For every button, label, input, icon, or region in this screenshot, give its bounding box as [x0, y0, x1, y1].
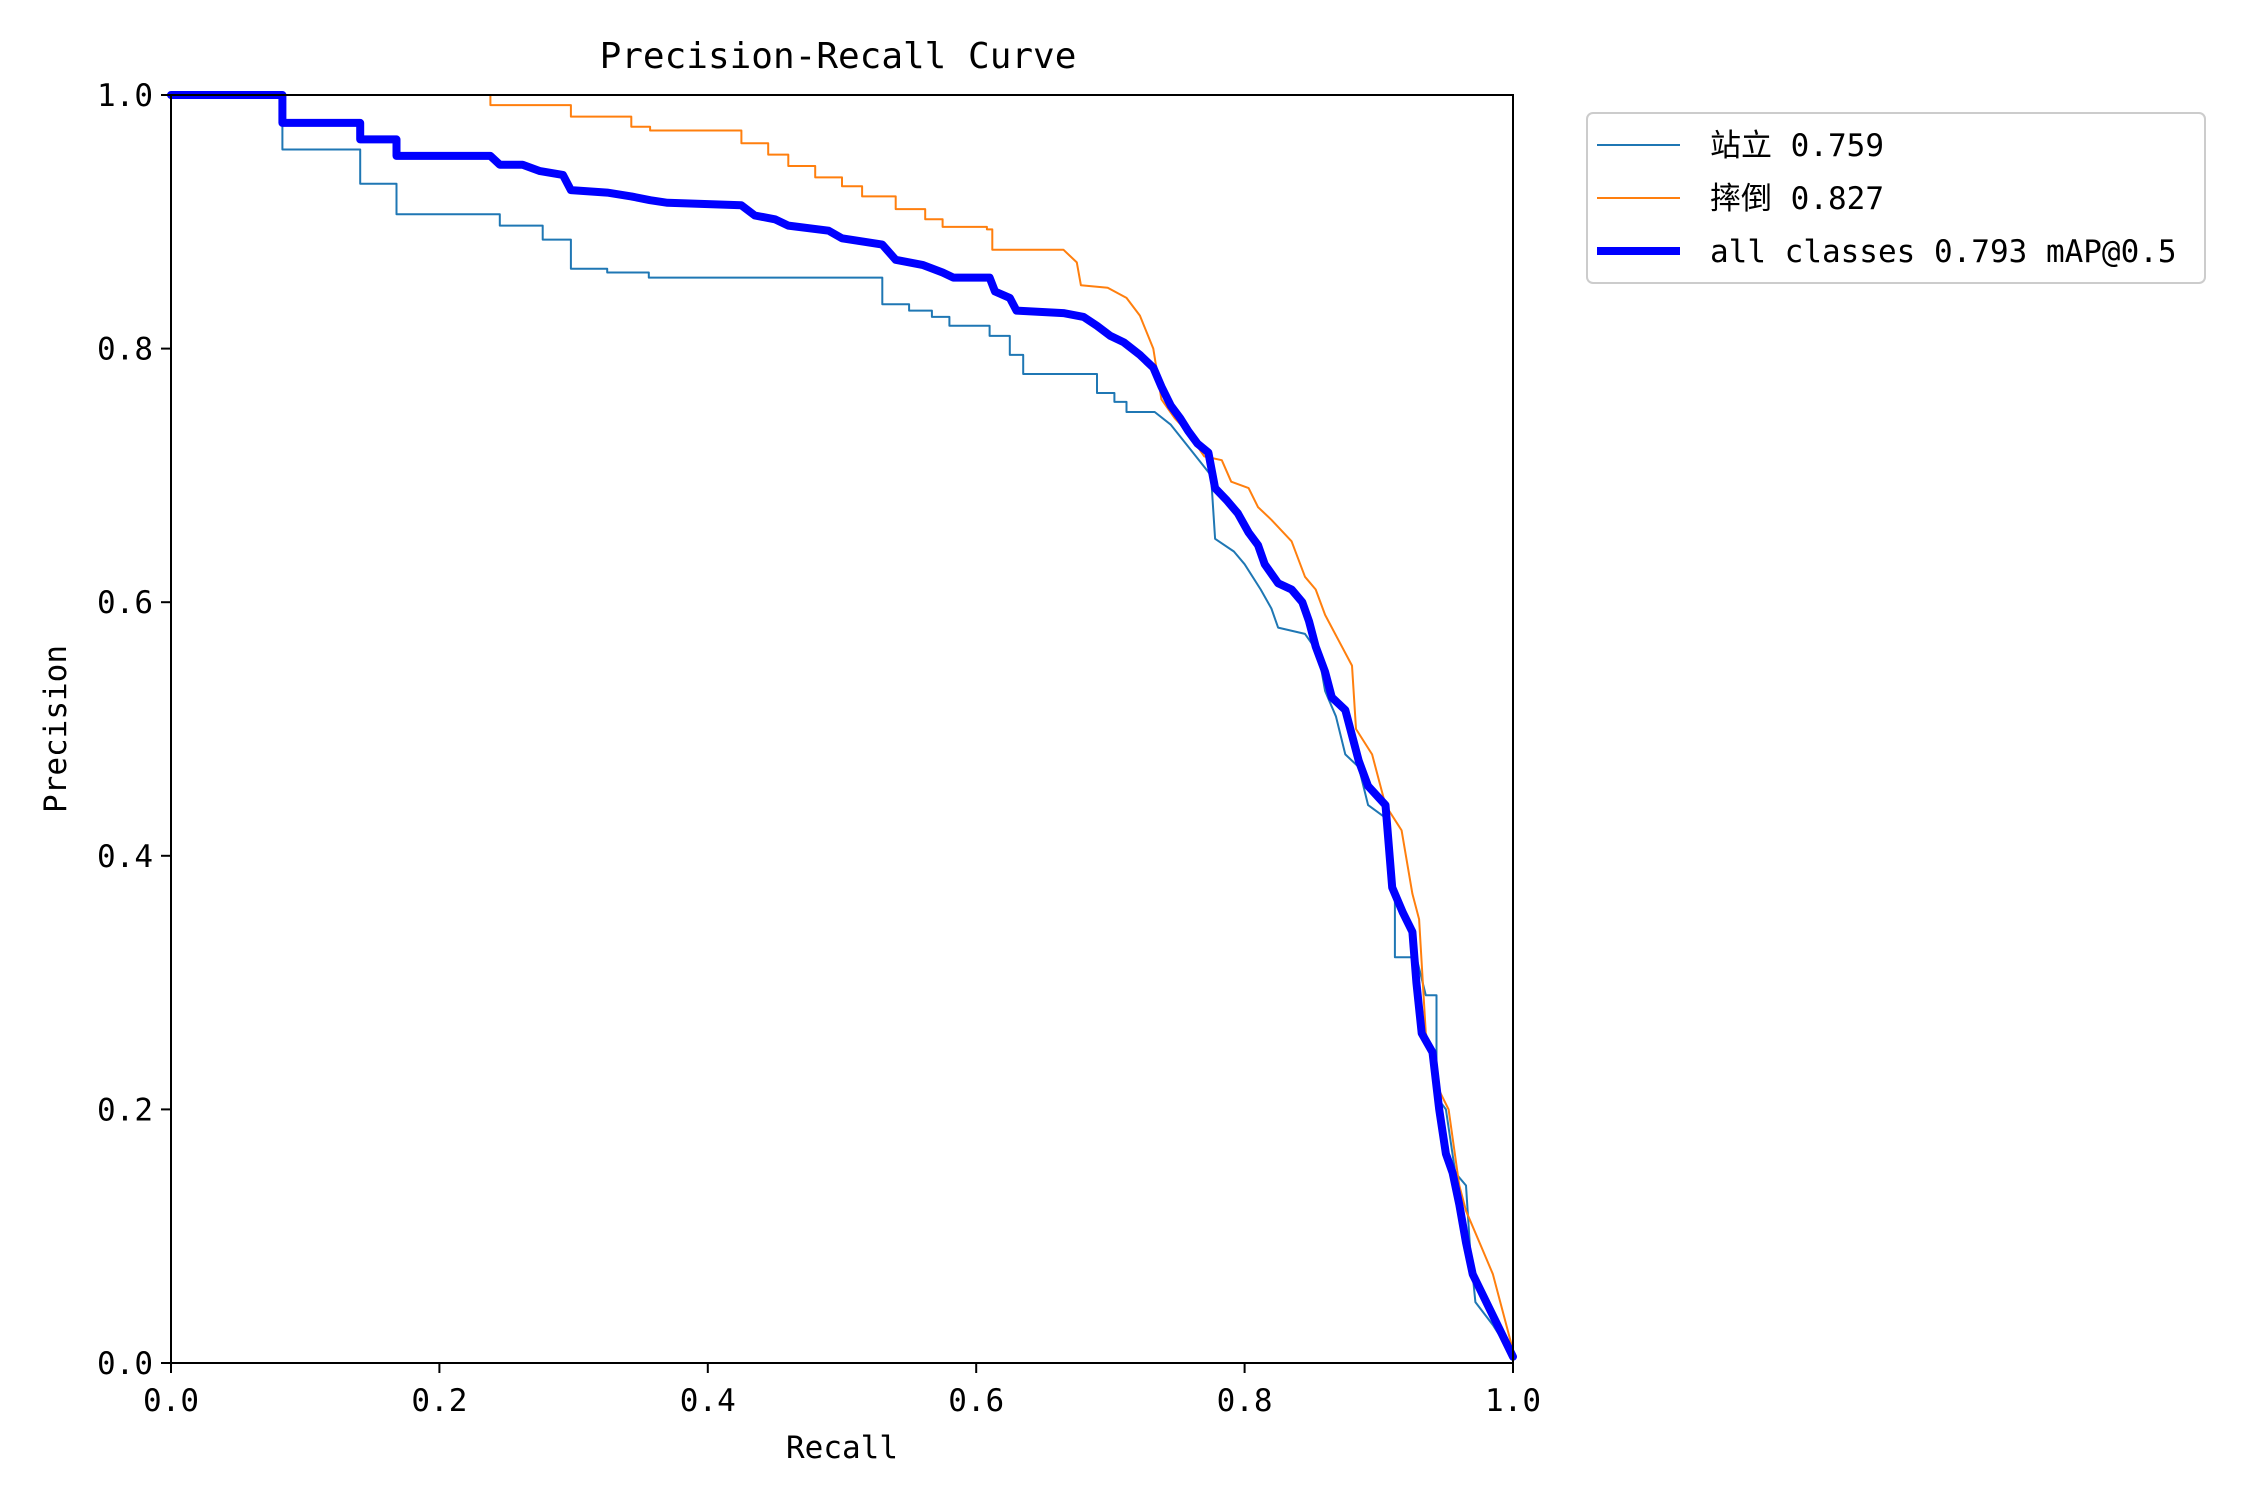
chart-title: Precision-Recall Curve — [600, 36, 1077, 77]
plot-area — [167, 91, 1517, 1364]
y-tick-label: 0.4 — [97, 839, 153, 875]
x-axis: 0.0 0.2 0.4 0.6 0.8 1.0 — [143, 1363, 1541, 1419]
x-tick-label: 0.8 — [1217, 1383, 1273, 1419]
y-tick-label: 1.0 — [97, 78, 153, 114]
x-tick-label: 0.2 — [411, 1383, 467, 1419]
y-axis: 0.0 0.2 0.4 0.6 0.8 1.0 — [97, 78, 171, 1382]
y-tick-label: 0.2 — [97, 1092, 153, 1128]
series-layer — [167, 91, 1517, 1361]
y-axis-label: Precision — [38, 645, 74, 813]
y-tick-label: 0.0 — [97, 1346, 153, 1382]
legend-label-1: 摔倒 0.827 — [1710, 181, 1884, 217]
legend-box — [1586, 112, 2206, 284]
series-line-0 — [170, 94, 1514, 1358]
x-axis-label: Recall — [786, 1430, 898, 1466]
y-tick-label: 0.8 — [97, 332, 153, 368]
legend-label-2: all classes 0.793 mAP@0.5 — [1710, 234, 2177, 270]
x-tick-label: 0.6 — [948, 1383, 1004, 1419]
x-tick-label: 0.0 — [143, 1383, 199, 1419]
legend: 站立 0.759 摔倒 0.827 all classes 0.793 mAP@0.… — [1586, 112, 2206, 284]
legend-label-0: 站立 0.759 — [1710, 128, 1884, 164]
axes-frame — [170, 94, 1514, 1364]
x-tick-label: 0.4 — [680, 1383, 736, 1419]
x-tick-label: 1.0 — [1485, 1383, 1541, 1419]
series-line-1 — [170, 94, 1514, 1352]
legend-entries: 站立 0.759 摔倒 0.827 all classes 0.793 mAP@0.… — [1597, 128, 2177, 270]
y-tick-label: 0.6 — [97, 585, 153, 621]
series-line-2 — [167, 91, 1517, 1361]
